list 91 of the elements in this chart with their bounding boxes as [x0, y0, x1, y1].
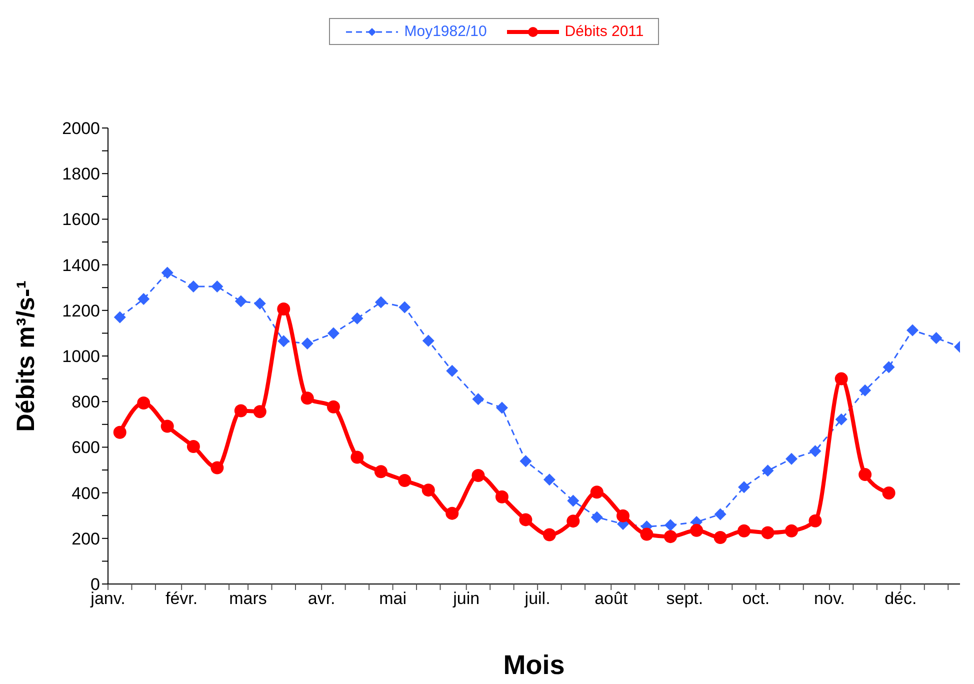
point [327, 327, 340, 340]
point [542, 528, 556, 542]
point [472, 393, 484, 406]
point [422, 484, 435, 497]
y-tick-label: 200 [72, 529, 100, 548]
point [253, 405, 266, 418]
point [446, 364, 458, 377]
point [808, 514, 822, 528]
y-axis-title: Débits m³/s-¹ [12, 280, 40, 432]
y-tick-label: 2000 [62, 119, 100, 138]
x-tick-label: avr. [308, 589, 336, 608]
x-tick-label: juil. [524, 589, 550, 608]
point [210, 461, 224, 474]
point [278, 335, 290, 348]
point [186, 440, 200, 454]
point [114, 311, 126, 324]
point [738, 524, 751, 538]
x-tick-label: juin [452, 589, 480, 608]
point [520, 455, 532, 468]
y-tick-label: 1400 [62, 256, 100, 275]
point [300, 392, 314, 405]
point [882, 361, 895, 374]
point [616, 509, 630, 522]
y-tick-label: 800 [72, 392, 100, 412]
point [161, 266, 174, 279]
y-tick-label: 1600 [62, 210, 100, 230]
y-tick-label: 1200 [62, 301, 100, 320]
point [495, 490, 508, 504]
point [374, 296, 387, 308]
x-tick-label: août [594, 589, 628, 608]
x-axis-title: Mois [503, 650, 565, 680]
point [738, 481, 750, 494]
y-tick-label: 1800 [62, 164, 100, 184]
y-tick-label: 1000 [62, 347, 100, 366]
point [690, 524, 704, 537]
x-tick-label: janv. [90, 589, 126, 608]
point [640, 528, 654, 541]
point [858, 468, 872, 482]
point [809, 445, 822, 458]
point [138, 293, 150, 305]
point [351, 312, 364, 324]
point [113, 426, 126, 439]
point [446, 506, 459, 520]
point [664, 530, 677, 544]
legend-label: Débits 2011 [564, 23, 644, 40]
point [326, 400, 340, 414]
point [350, 450, 364, 464]
point [882, 486, 896, 500]
point [590, 486, 604, 499]
x-tick-label: oct. [742, 589, 770, 608]
point [234, 404, 248, 418]
point [906, 324, 919, 336]
point [761, 526, 774, 540]
point [398, 474, 412, 487]
point [714, 530, 727, 544]
point [137, 396, 150, 410]
point [566, 514, 580, 528]
x-tick-label: déc. [884, 589, 917, 608]
point [301, 337, 314, 350]
point [664, 519, 676, 532]
point [762, 464, 774, 477]
point [160, 420, 174, 433]
point [786, 452, 798, 465]
point [519, 513, 532, 526]
point [277, 302, 290, 316]
point [496, 402, 508, 414]
point [834, 372, 848, 386]
point [543, 474, 556, 486]
y-tick-label: 400 [72, 484, 100, 503]
point [567, 494, 580, 507]
point [211, 280, 224, 292]
x-tick-label: mai [379, 589, 406, 608]
point [187, 280, 200, 292]
point [398, 301, 411, 314]
x-tick-label: sept. [666, 589, 704, 608]
point [590, 511, 603, 524]
point [930, 332, 942, 344]
x-tick-label: mars [229, 589, 267, 608]
point [835, 413, 848, 426]
point [374, 465, 388, 478]
point [234, 295, 247, 308]
point [422, 334, 434, 347]
y-tick-label: 600 [72, 438, 100, 458]
point [859, 384, 872, 396]
x-tick-label: févr. [166, 589, 198, 608]
legend-label: Moy1982/10 [404, 23, 487, 40]
x-tick-label: nov. [814, 589, 845, 608]
point [254, 298, 266, 310]
point [472, 468, 485, 482]
point [785, 524, 798, 538]
point [714, 508, 726, 520]
